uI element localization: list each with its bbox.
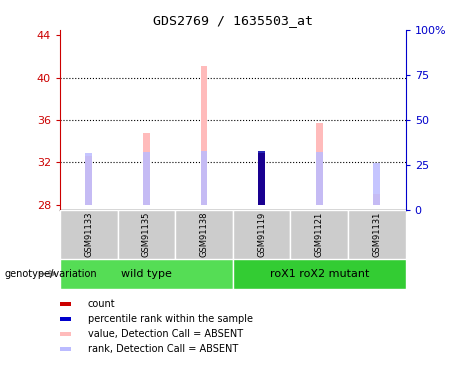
Text: GSM91138: GSM91138 bbox=[200, 211, 208, 257]
Bar bbox=[201, 66, 207, 205]
Bar bbox=[316, 152, 323, 205]
Bar bbox=[290, 210, 348, 259]
Title: GDS2769 / 1635503_at: GDS2769 / 1635503_at bbox=[153, 15, 313, 27]
Bar bbox=[60, 347, 71, 351]
Text: GSM91119: GSM91119 bbox=[257, 212, 266, 257]
Text: count: count bbox=[88, 299, 115, 309]
Text: GSM91121: GSM91121 bbox=[315, 212, 324, 257]
Text: value, Detection Call = ABSENT: value, Detection Call = ABSENT bbox=[88, 329, 242, 339]
Bar bbox=[348, 210, 406, 259]
Text: percentile rank within the sample: percentile rank within the sample bbox=[88, 314, 253, 324]
Bar bbox=[60, 332, 71, 336]
Bar bbox=[201, 151, 207, 205]
Bar bbox=[60, 317, 71, 321]
Text: wild type: wild type bbox=[121, 269, 172, 279]
Bar bbox=[118, 210, 175, 259]
Bar bbox=[373, 164, 380, 205]
Bar bbox=[258, 153, 265, 205]
Bar bbox=[233, 259, 406, 289]
Bar bbox=[85, 156, 92, 205]
Text: GSM91131: GSM91131 bbox=[372, 211, 381, 257]
Bar bbox=[258, 151, 265, 205]
Bar bbox=[60, 302, 71, 306]
Text: roX1 roX2 mutant: roX1 roX2 mutant bbox=[270, 269, 369, 279]
Bar bbox=[143, 133, 150, 205]
Bar bbox=[60, 210, 118, 259]
Bar bbox=[60, 259, 233, 289]
Text: genotype/variation: genotype/variation bbox=[5, 269, 97, 279]
Bar bbox=[373, 194, 380, 205]
Bar bbox=[175, 210, 233, 259]
Bar bbox=[233, 210, 290, 259]
Text: GSM91133: GSM91133 bbox=[84, 211, 93, 257]
Bar bbox=[143, 152, 150, 205]
Bar bbox=[316, 123, 323, 205]
Bar bbox=[85, 153, 92, 205]
Text: rank, Detection Call = ABSENT: rank, Detection Call = ABSENT bbox=[88, 344, 238, 354]
Text: GSM91135: GSM91135 bbox=[142, 211, 151, 257]
